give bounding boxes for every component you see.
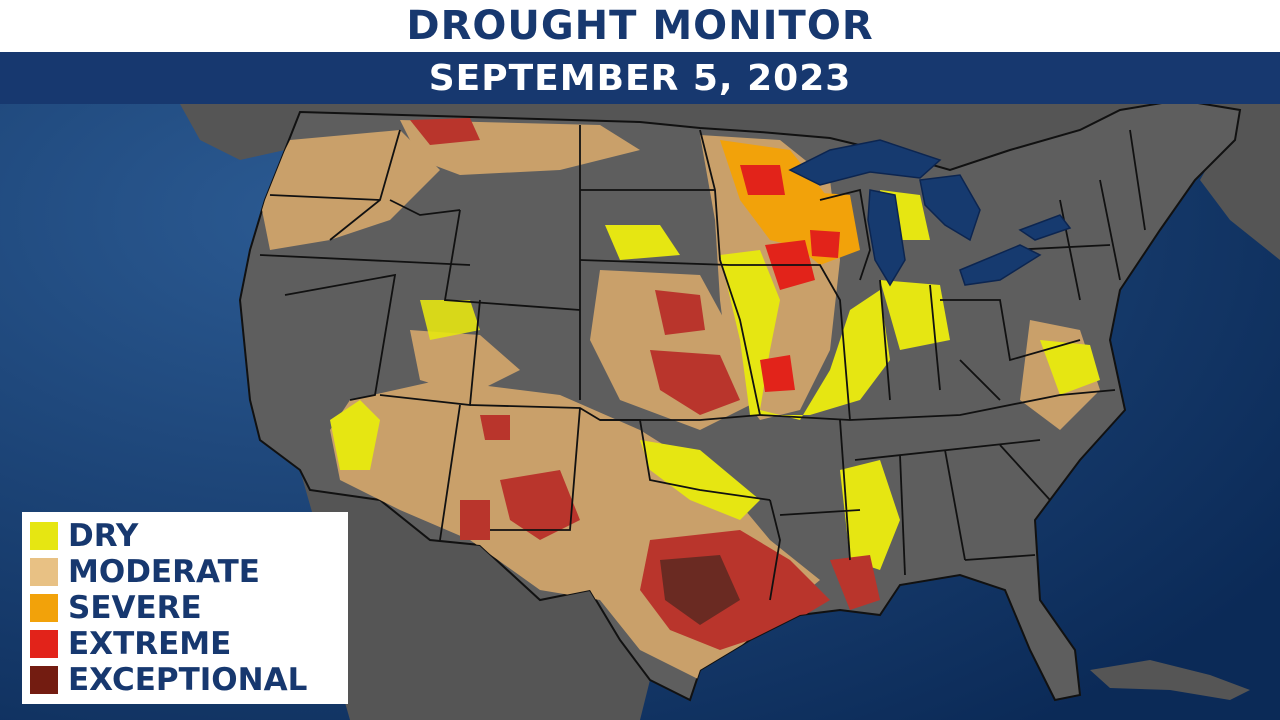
- mexico-land: [300, 470, 650, 720]
- legend-label-exceptional: EXCEPTIONAL: [68, 662, 308, 698]
- map-date: SEPTEMBER 5, 2023: [428, 58, 852, 99]
- legend-swatch-dry: [30, 522, 58, 550]
- date-bar: SEPTEMBER 5, 2023: [0, 52, 1280, 104]
- map-title: DROUGHT MONITOR: [406, 3, 874, 49]
- legend: DRY MODERATE SEVERE EXTREME EXCEPTIONAL: [22, 512, 348, 704]
- legend-label-extreme: EXTREME: [68, 626, 232, 662]
- legend-item-extreme: EXTREME: [30, 626, 340, 662]
- legend-item-severe: SEVERE: [30, 590, 340, 626]
- legend-item-exceptional: EXCEPTIONAL: [30, 662, 340, 698]
- cuba-land: [1090, 660, 1250, 700]
- legend-swatch-moderate: [30, 558, 58, 586]
- exceptional-areas: [660, 555, 740, 625]
- legend-item-dry: DRY: [30, 518, 340, 554]
- legend-swatch-extreme: [30, 630, 58, 658]
- title-bar: DROUGHT MONITOR: [0, 0, 1280, 52]
- legend-swatch-severe: [30, 594, 58, 622]
- legend-swatch-exceptional: [30, 666, 58, 694]
- legend-label-dry: DRY: [68, 518, 139, 554]
- great-lakes: [788, 139, 1072, 287]
- legend-item-moderate: MODERATE: [30, 554, 340, 590]
- legend-label-moderate: MODERATE: [68, 554, 260, 590]
- canada-land: [180, 100, 1280, 260]
- legend-label-severe: SEVERE: [68, 590, 202, 626]
